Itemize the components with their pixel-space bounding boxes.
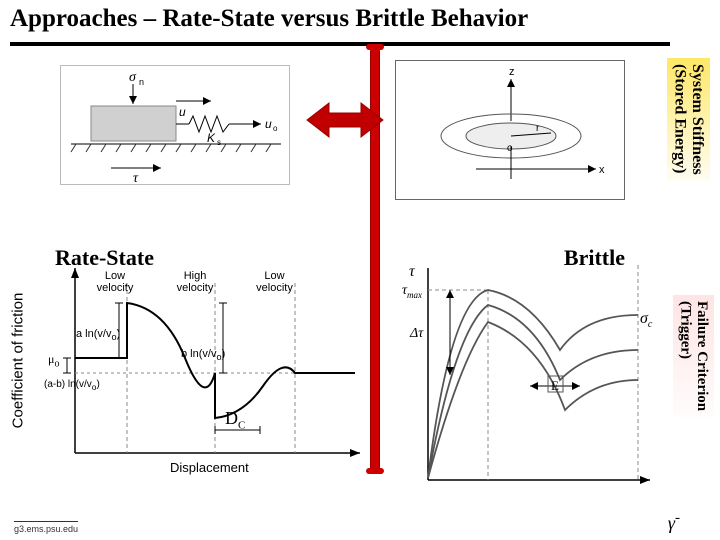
rs-col2: High velocity — [165, 270, 225, 294]
coef-label-text: Coefficient of friction — [10, 292, 27, 428]
svg-text:σ: σ — [129, 70, 137, 85]
spring-slider-svg: σn u Ks uo τ — [61, 66, 291, 186]
svg-text:z: z — [509, 66, 515, 78]
title-underline — [10, 42, 670, 46]
page-title: Approaches – Rate-State versus Brittle B… — [10, 5, 710, 33]
center-divider-cap-top — [366, 44, 384, 50]
svg-text:n: n — [139, 77, 144, 87]
tau-axis-label: τ — [409, 263, 415, 281]
disk-diagram: z r o x — [395, 60, 625, 200]
delta-tau-label: Δτ — [410, 326, 423, 342]
svg-text:u: u — [265, 117, 272, 131]
failure-criterion-arrow: Failure Criterion (Trigger) — [673, 295, 714, 417]
tau-max-label: τmax — [402, 283, 422, 300]
failure-line2: (Trigger) — [677, 301, 694, 411]
svg-text:u: u — [179, 105, 186, 119]
svg-text:τ: τ — [133, 171, 139, 186]
b-ln-annotation: b ln(v/vo) — [181, 348, 225, 362]
ab-ln-annotation: (a-b) ln(v/vo) — [44, 379, 100, 392]
system-stiffness-line1: System Stiffness — [688, 64, 706, 175]
sigma-c-label: σc — [640, 310, 652, 330]
failure-line1: Failure Criterion — [694, 301, 711, 411]
system-stiffness-arrow: System Stiffness (Stored Energy) — [667, 58, 710, 181]
spring-slider-diagram: σn u Ks uo τ — [60, 65, 290, 185]
rs-col1: Low velocity — [90, 270, 140, 294]
e-label: E — [551, 378, 559, 394]
a-ln-annotation: a ln(v/vo) — [76, 328, 120, 342]
dc-label: DC — [225, 408, 245, 432]
svg-text:s: s — [217, 138, 221, 147]
svg-text:K: K — [207, 131, 216, 145]
double-arrow-icon — [305, 95, 385, 145]
brittle-chart — [400, 260, 660, 500]
svg-text:o: o — [273, 124, 278, 133]
svg-text:x: x — [599, 164, 605, 176]
x-axis-label-rate-state: Displacement — [170, 460, 249, 475]
y-axis-label-rate-state: Coefficient of friction — [8, 270, 28, 450]
footer-source: g3.ems.psu.edu — [14, 521, 78, 534]
mu0-label: μo — [48, 352, 59, 369]
rs-col3: Low velocity — [247, 270, 302, 294]
system-stiffness-line2: (Stored Energy) — [671, 64, 689, 175]
gamma-label: γ- — [668, 510, 680, 534]
svg-text:o: o — [507, 143, 513, 154]
